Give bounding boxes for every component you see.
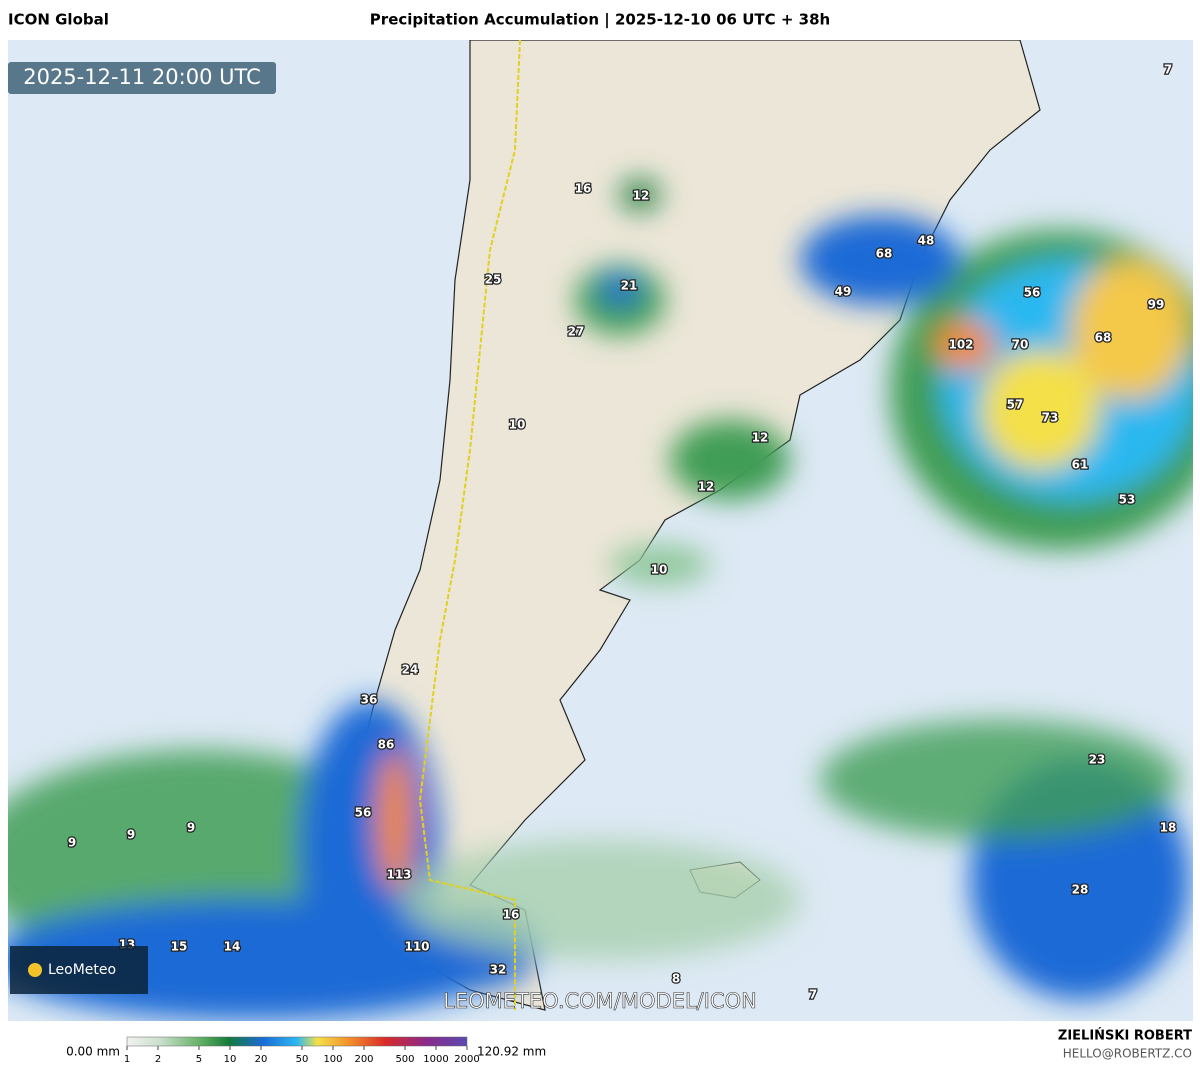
colorbar-tick-label: 1	[124, 1054, 130, 1065]
precip-label: 102	[948, 338, 973, 352]
precip-label: 110	[404, 940, 429, 954]
precip-label: 15	[171, 940, 188, 954]
precip-label: 49	[835, 285, 852, 299]
colorbar-tick-label: 50	[296, 1054, 309, 1065]
map	[8, 40, 1193, 1021]
colorbar-tick-label: 10	[224, 1054, 237, 1065]
precip-label: 21	[621, 279, 638, 293]
precip-label: 25	[485, 273, 502, 287]
precip-label: 10	[509, 418, 526, 432]
author: ZIELIŃSKI ROBERT	[1058, 1028, 1192, 1044]
precip-field	[8, 180, 1193, 1020]
colorbar-tick-label: 100	[323, 1054, 342, 1065]
precip-label: 24	[402, 663, 419, 677]
colorbar-max: 120.92 mm	[477, 1045, 546, 1059]
precip-label: 9	[68, 836, 76, 850]
model-name: ICON Global	[8, 11, 109, 29]
chart-title: Precipitation Accumulation | 2025-12-10 …	[370, 11, 830, 30]
precip-label: 23	[1089, 753, 1106, 767]
precip-label: 10	[651, 563, 668, 577]
precip-label: 14	[224, 940, 241, 954]
precip-label: 18	[1160, 821, 1177, 835]
precip-label: 12	[698, 480, 715, 494]
precip-label: 28	[1072, 883, 1089, 897]
colorbar-tick-label: 200	[354, 1054, 373, 1065]
precip-label: 7	[809, 988, 817, 1002]
precip-label: 7	[1164, 63, 1172, 77]
precip-label: 9	[187, 821, 195, 835]
precip-label: 57	[1007, 398, 1024, 412]
colorbar-tick-label: 2	[155, 1054, 161, 1065]
colorbar-tick-label: 500	[395, 1054, 414, 1065]
precip-label: 86	[378, 738, 395, 752]
email: HELLO@ROBERTZ.CO	[1063, 1047, 1192, 1061]
colorbar-tick-label: 2000	[454, 1054, 479, 1065]
precip-label: 99	[1148, 298, 1165, 312]
precip-label: 36	[361, 693, 378, 707]
precip-label: 73	[1042, 411, 1059, 425]
valid-time: 2025-12-11 20:00 UTC	[23, 65, 261, 89]
precip-label: 16	[503, 908, 520, 922]
precip-label: 61	[1072, 458, 1089, 472]
colorbar-tick-label: 1000	[423, 1054, 448, 1065]
logo: LeoMeteo	[48, 962, 116, 978]
colorbar-tick-label: 5	[196, 1054, 202, 1065]
precip-label: 70	[1012, 338, 1029, 352]
border	[418, 40, 521, 1010]
precip-label: 48	[918, 234, 935, 248]
colorbar	[126, 1036, 468, 1047]
precip-label: 12	[752, 431, 769, 445]
precip-label: 32	[490, 963, 507, 977]
colorbar-min: 0.00 mm	[66, 1045, 120, 1059]
precip-label: 53	[1119, 493, 1136, 507]
time-badge	[8, 62, 276, 94]
precip-label: 16	[575, 182, 592, 196]
precip-label: 9	[127, 828, 135, 842]
watermark: LEOMETEO.COM/MODEL/ICON	[443, 989, 757, 1013]
precip-label: 8	[672, 972, 680, 986]
precip-label: 27	[568, 325, 585, 339]
precip-label: 12	[633, 189, 650, 203]
precip-label: 113	[386, 868, 411, 882]
logo-sun	[28, 963, 42, 977]
precip-label: 68	[1095, 331, 1112, 345]
colorbar-tick-label: 20	[255, 1054, 268, 1065]
precip-label: 56	[355, 806, 372, 820]
precip-label: 68	[876, 247, 893, 261]
colorbar-ticks: 1 2 5 10 20 50 100 200 500 1000 2000	[124, 1046, 480, 1065]
precip-label: 56	[1024, 286, 1041, 300]
